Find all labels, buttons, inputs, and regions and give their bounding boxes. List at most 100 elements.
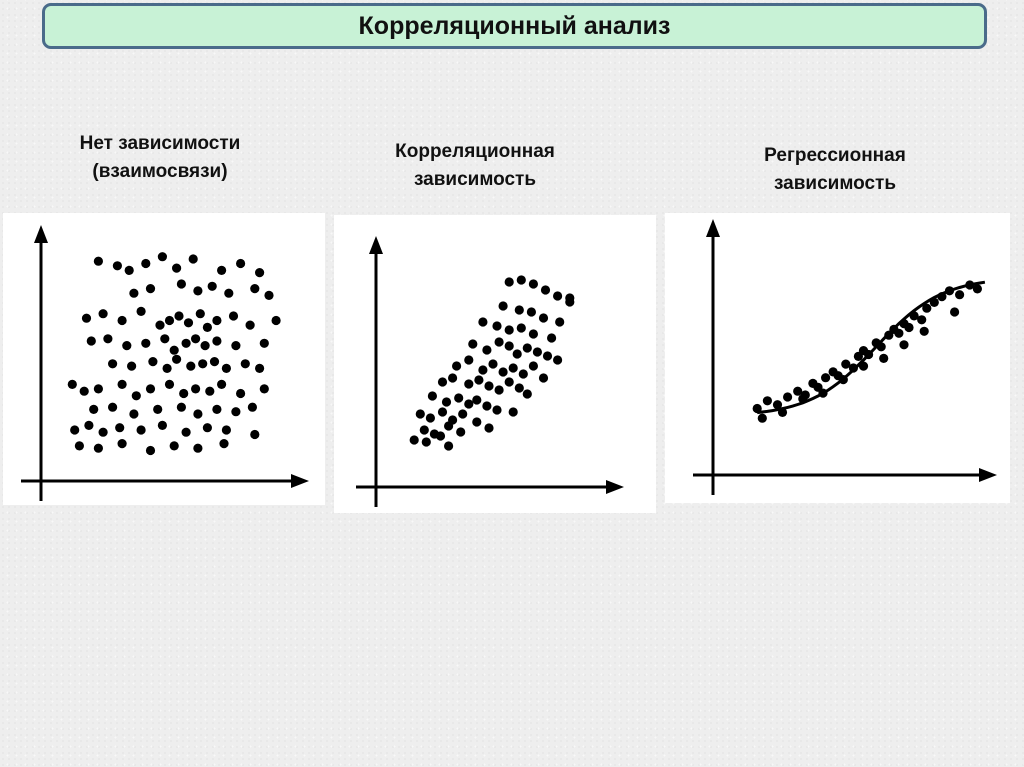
- scatter-point: [108, 359, 118, 369]
- scatter-point: [904, 322, 914, 333]
- scatter-point: [419, 425, 429, 435]
- scatter-point: [553, 355, 563, 365]
- scatter-point: [236, 388, 246, 399]
- scatter-point: [821, 373, 831, 383]
- scatter-point: [195, 309, 205, 319]
- scatter-point: [81, 313, 92, 323]
- x-axis-arrow: [606, 480, 624, 494]
- scatter-point: [841, 359, 851, 369]
- scatter-point: [191, 334, 201, 344]
- scatter-point: [565, 293, 575, 303]
- scatter-point: [498, 301, 508, 311]
- page-title: Корреляционный анализ: [358, 11, 671, 40]
- scatter-point: [444, 421, 454, 431]
- scatter-point: [508, 363, 518, 373]
- scatter-point: [512, 349, 522, 359]
- scatter-point: [538, 373, 549, 383]
- scatter-point: [899, 340, 909, 350]
- scatter-point: [212, 404, 222, 414]
- scatter-panel-regression: [665, 213, 1010, 503]
- scatter-point: [492, 405, 502, 415]
- scatter-point: [415, 409, 425, 419]
- scatter-point: [108, 402, 118, 412]
- y-axis-arrow: [369, 236, 383, 254]
- scatter-point: [547, 333, 557, 343]
- scatter-point: [224, 288, 234, 298]
- scatter-point: [193, 286, 203, 296]
- scatter-point: [221, 363, 231, 373]
- scatter-point: [145, 384, 156, 394]
- scatter-point: [514, 305, 524, 315]
- scatter-plot-correlation: [356, 236, 624, 507]
- scatter-point: [209, 357, 220, 367]
- scatter-point: [518, 369, 528, 379]
- scatter-point: [752, 403, 762, 414]
- scatter-point: [115, 423, 125, 433]
- scatter-point: [922, 303, 932, 313]
- scatter-point: [179, 388, 189, 399]
- scatter-point: [174, 311, 184, 321]
- scatter-point: [409, 435, 419, 445]
- scatter-point: [181, 427, 191, 437]
- scatter-point: [464, 379, 474, 389]
- scatter-point: [464, 355, 474, 365]
- scatter-point: [112, 261, 122, 271]
- scatter-point: [427, 391, 437, 401]
- scatter-point: [240, 359, 250, 369]
- scatter-point: [117, 315, 127, 326]
- title-banner: Корреляционный анализ: [42, 3, 987, 49]
- scatter-point: [217, 265, 227, 275]
- scatter-point: [231, 341, 241, 351]
- scatter-point: [247, 402, 257, 412]
- scatter-point: [141, 338, 151, 348]
- scatter-point: [141, 258, 151, 269]
- scatter-point: [155, 320, 165, 330]
- scatter-point: [504, 377, 514, 387]
- scatter-point: [255, 363, 265, 373]
- scatter-point: [472, 395, 482, 405]
- scatter-point: [98, 427, 108, 437]
- scatter-point: [188, 254, 198, 264]
- x-axis-arrow: [979, 468, 997, 482]
- scatter-panel-no-dependence: [3, 213, 325, 505]
- scatter-point: [264, 290, 274, 300]
- scatter-point: [441, 397, 452, 407]
- scatter-point: [454, 393, 464, 403]
- scatter-point: [526, 307, 536, 317]
- scatter-point: [250, 284, 260, 294]
- scatter-point: [172, 263, 182, 273]
- scatter-point: [444, 441, 454, 451]
- scatter-point: [217, 379, 227, 389]
- scatter-point: [89, 404, 99, 414]
- scatter-point: [200, 341, 210, 351]
- scatter-point: [181, 338, 191, 348]
- scatter-point: [207, 281, 217, 291]
- scatter-point: [894, 328, 904, 338]
- scatter-point: [236, 258, 246, 269]
- scatter-point: [129, 288, 139, 298]
- scatter-point: [122, 341, 132, 351]
- scatter-point: [228, 311, 239, 321]
- scatter-point: [448, 373, 458, 383]
- scatter-point: [271, 315, 281, 326]
- scatter-point: [212, 315, 222, 326]
- scatter-point: [193, 409, 203, 419]
- scatter-point: [124, 265, 134, 275]
- scatter-point: [202, 423, 212, 433]
- scatter-point: [259, 338, 269, 348]
- scatter-point: [488, 359, 498, 369]
- scatter-panel-correlation: [334, 215, 656, 513]
- scatter-point: [169, 345, 179, 355]
- scatter-point: [250, 429, 260, 440]
- scatter-point: [145, 284, 156, 294]
- scatter-point: [464, 399, 474, 409]
- scatter-point: [129, 409, 139, 419]
- scatter-point: [117, 379, 127, 389]
- scatter-plot-no-dependence: [21, 225, 309, 501]
- scatter-point: [435, 431, 446, 441]
- scatter-point: [482, 401, 492, 411]
- scatter-point: [879, 353, 889, 363]
- scatter-point: [245, 320, 255, 330]
- scatter-point: [540, 285, 551, 295]
- scatter-point: [183, 318, 194, 328]
